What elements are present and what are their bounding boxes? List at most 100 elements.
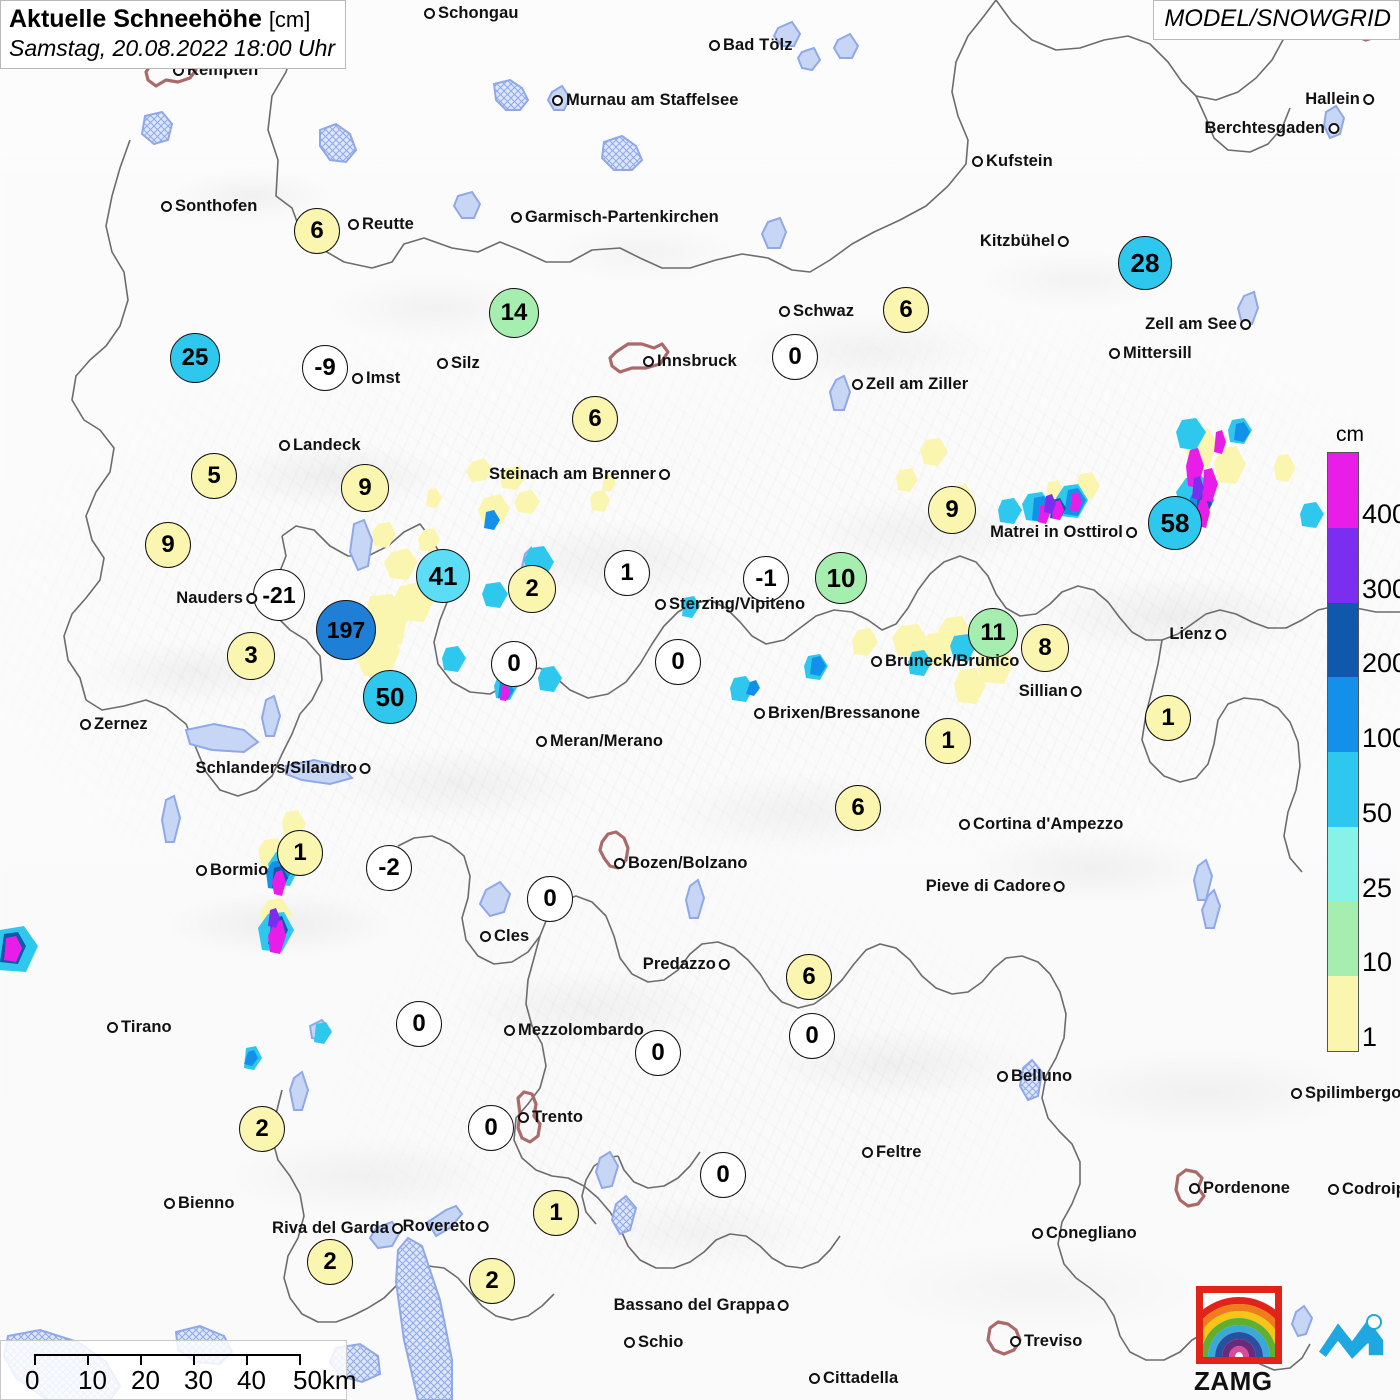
station-bubble[interactable]: 1 (604, 550, 650, 596)
city-marker: Bozen/Bolzano (614, 854, 748, 873)
city-dot-icon (778, 1300, 789, 1311)
city-dot-icon (852, 379, 863, 390)
station-bubble[interactable]: 0 (700, 1152, 746, 1198)
city-dot-icon (480, 931, 491, 942)
station-bubble[interactable]: 0 (789, 1013, 835, 1059)
city-name: Cittadella (823, 1369, 899, 1387)
city-dot-icon (1189, 1183, 1200, 1194)
city-dot-icon (1058, 236, 1069, 247)
city-dot-icon (511, 212, 522, 223)
station-bubble[interactable]: 0 (772, 334, 818, 380)
station-value: 8 (1038, 634, 1052, 661)
colorbar-segment (1328, 453, 1358, 528)
city-name: Imst (366, 369, 401, 387)
station-value: -21 (262, 581, 296, 608)
station-bubble[interactable]: 3 (227, 632, 275, 680)
city-dot-icon (164, 1198, 175, 1209)
station-bubble[interactable]: 1 (925, 718, 971, 764)
city-dot-icon (392, 1223, 403, 1234)
station-bubble[interactable]: -9 (302, 345, 348, 391)
station-value: 0 (507, 650, 521, 677)
station-value: 14 (500, 299, 528, 326)
station-bubble[interactable]: 58 (1148, 496, 1202, 550)
station-bubble[interactable]: 0 (396, 1001, 442, 1047)
city-marker: Belluno (997, 1067, 1072, 1086)
station-bubble[interactable]: 10 (815, 552, 867, 604)
city-marker: Nauders (176, 589, 257, 608)
zamg-logo-text: ZAMG (1194, 1366, 1273, 1396)
city-dot-icon (779, 306, 790, 317)
city-marker: Bormio (196, 861, 268, 880)
station-value: 6 (851, 794, 865, 821)
station-bubble[interactable]: 6 (835, 785, 881, 831)
station-bubble[interactable]: 1 (277, 830, 323, 876)
station-bubble[interactable]: 14 (489, 288, 539, 338)
city-name: Bienno (178, 1194, 235, 1212)
city-dot-icon (959, 819, 970, 830)
station-bubble[interactable]: 8 (1021, 624, 1069, 672)
station-bubble[interactable]: 9 (341, 464, 389, 512)
station-bubble[interactable]: 0 (635, 1030, 681, 1076)
station-value: 0 (412, 1010, 426, 1037)
station-value: 5 (207, 462, 221, 489)
city-dot-icon (659, 469, 670, 480)
station-bubble[interactable]: 9 (928, 486, 976, 534)
station-bubble[interactable]: 0 (527, 876, 573, 922)
station-bubble[interactable]: 6 (786, 954, 832, 1000)
city-marker: Bruneck/Brunico (871, 652, 1019, 671)
station-bubble[interactable]: 1 (1145, 695, 1191, 741)
station-value: 1 (293, 839, 307, 866)
station-bubble[interactable]: 28 (1118, 236, 1172, 290)
station-bubble[interactable]: 2 (469, 1258, 515, 1304)
station-bubble[interactable]: 50 (363, 670, 417, 724)
station-bubble[interactable]: 0 (491, 641, 537, 687)
city-dot-icon (437, 358, 448, 369)
city-name: Lienz (1169, 625, 1212, 643)
station-bubble[interactable]: 2 (239, 1106, 285, 1152)
station-value: -9 (314, 354, 336, 381)
city-dot-icon (352, 373, 363, 384)
station-bubble[interactable]: -2 (366, 845, 412, 891)
station-bubble[interactable]: 5 (191, 453, 237, 499)
station-bubble[interactable]: 1 (533, 1190, 579, 1236)
station-bubble[interactable]: -1 (743, 556, 789, 602)
station-bubble[interactable]: -21 (253, 569, 305, 621)
city-name: Schlanders/Silandro (195, 759, 357, 777)
city-dot-icon (478, 1221, 489, 1232)
station-bubble[interactable]: 25 (170, 333, 220, 383)
city-dot-icon (1126, 527, 1137, 538)
station-bubble[interactable]: 2 (307, 1239, 353, 1285)
colorbar-segment (1328, 752, 1358, 827)
station-bubble[interactable]: 9 (145, 522, 191, 568)
station-bubble[interactable]: 0 (655, 639, 701, 685)
city-marker: Mittersill (1109, 344, 1192, 363)
station-bubble[interactable]: 11 (968, 608, 1018, 658)
station-bubble[interactable]: 197 (316, 600, 376, 660)
city-marker: Kufstein (972, 152, 1053, 171)
city-dot-icon (1291, 1088, 1302, 1099)
colorbar (1327, 452, 1359, 1052)
geosphere-cloud-circle (1366, 1314, 1382, 1330)
station-bubble[interactable]: 6 (294, 208, 340, 254)
station-bubble[interactable]: 41 (416, 549, 470, 603)
city-name: Zell am See (1145, 315, 1237, 333)
station-bubble[interactable]: 6 (572, 396, 618, 442)
city-marker: Hallein (1305, 90, 1374, 109)
city-marker: Steinach am Brenner (489, 465, 670, 484)
station-bubble[interactable]: 6 (883, 287, 929, 333)
city-name: Nauders (176, 589, 243, 607)
city-marker: Matrei in Osttirol (990, 523, 1137, 542)
station-value: 6 (588, 405, 602, 432)
city-name: Berchtesgaden (1204, 119, 1325, 137)
city-marker: Sillian (1019, 682, 1082, 701)
station-bubble[interactable]: 2 (508, 565, 556, 613)
city-marker: Meran/Merano (536, 732, 663, 751)
city-dot-icon (360, 763, 371, 774)
city-marker: Zell am Ziller (852, 375, 968, 394)
station-value: -1 (755, 565, 777, 592)
station-value: 1 (549, 1199, 563, 1226)
page-title: Aktuelle Schneehöhe [cm] (9, 5, 335, 34)
rainbow-arc-purple (1222, 1339, 1256, 1357)
station-bubble[interactable]: 0 (468, 1105, 514, 1151)
station-value: 1 (620, 559, 634, 586)
